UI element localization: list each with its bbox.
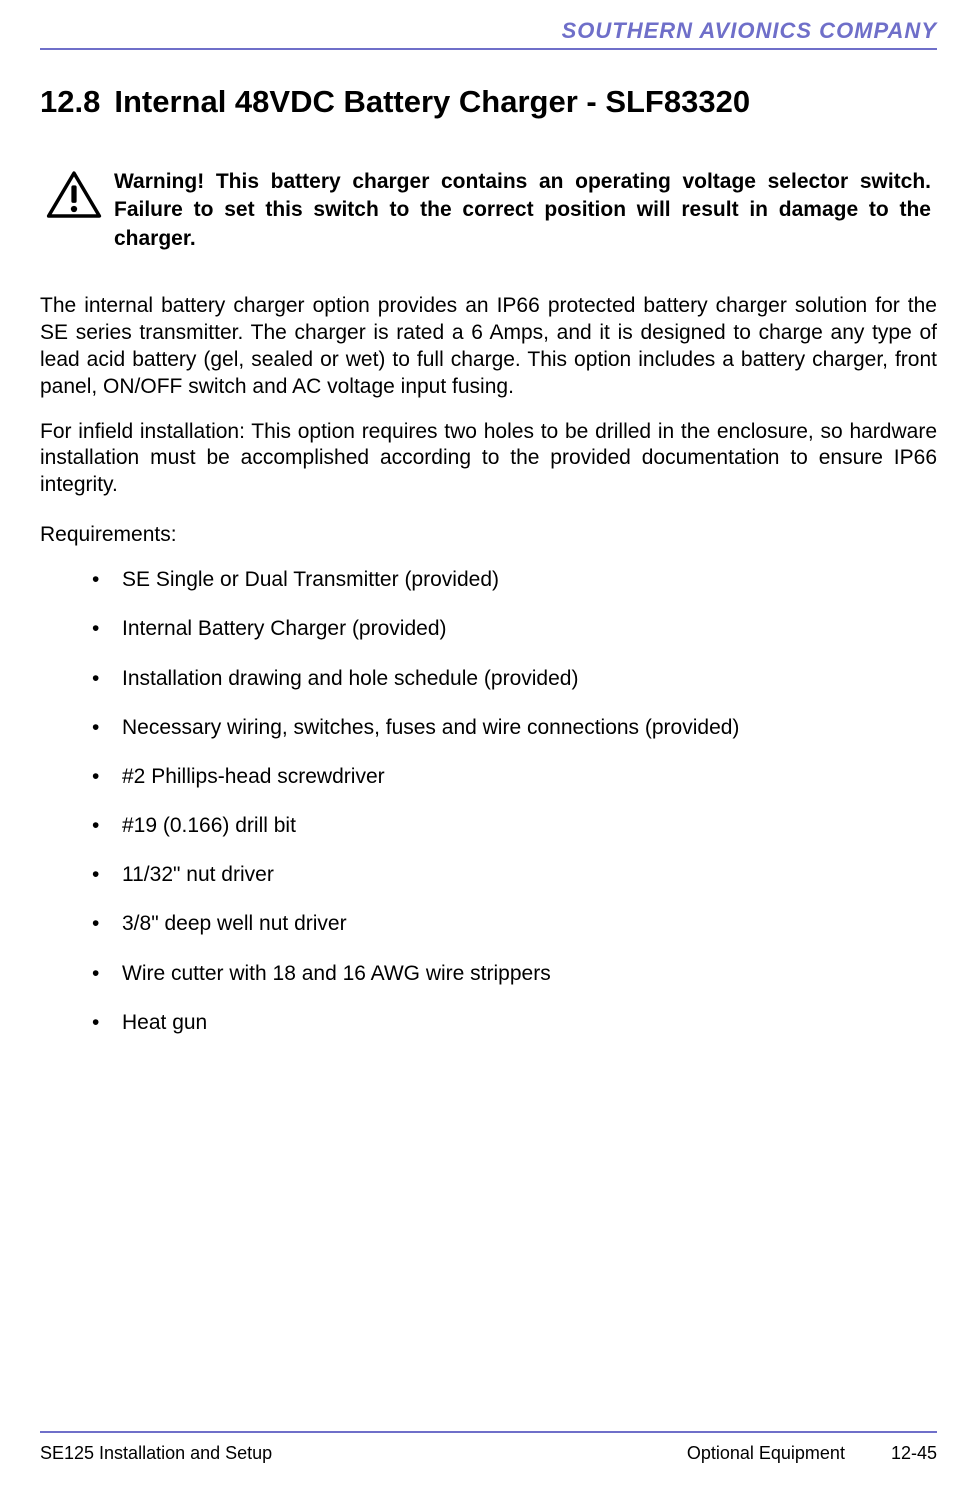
header-rule — [40, 48, 937, 50]
list-item: #19 (0.166) drill bit — [92, 813, 937, 838]
requirements-label: Requirements: — [40, 523, 937, 547]
list-item: #2 Phillips-head screwdriver — [92, 764, 937, 789]
warning-block: Warning! This battery charger contains a… — [40, 168, 937, 253]
list-item: Necessary wiring, switches, fuses and wi… — [92, 715, 937, 740]
list-item: Installation drawing and hole schedule (… — [92, 666, 937, 691]
body-paragraph: For infield installation: This option re… — [40, 419, 937, 500]
list-item: Heat gun — [92, 1010, 937, 1035]
requirements-list: SE Single or Dual Transmitter (provided)… — [40, 567, 937, 1059]
section-title-text: Internal 48VDC Battery Charger - SLF8332… — [114, 84, 750, 119]
company-name: SOUTHERN AVIONICS COMPANY — [562, 18, 937, 43]
page-header: SOUTHERN AVIONICS COMPANY — [40, 0, 937, 84]
list-item: SE Single or Dual Transmitter (provided) — [92, 567, 937, 592]
section-title: 12.8 Internal 48VDC Battery Charger - SLF… — [40, 84, 937, 120]
page-footer: SE125 Installation and Setup Optional Eq… — [40, 1431, 937, 1464]
footer-row: SE125 Installation and Setup Optional Eq… — [40, 1443, 937, 1464]
footer-right: Optional Equipment 12-45 — [687, 1443, 937, 1464]
footer-rule — [40, 1431, 937, 1433]
list-item: Internal Battery Charger (provided) — [92, 616, 937, 641]
warning-icon — [46, 170, 102, 225]
footer-page-number: 12-45 — [891, 1443, 937, 1464]
footer-left: SE125 Installation and Setup — [40, 1443, 272, 1464]
document-page: SOUTHERN AVIONICS COMPANY 12.8 Internal 4… — [0, 0, 977, 1492]
body-paragraph: The internal battery charger option prov… — [40, 293, 937, 401]
footer-section-label: Optional Equipment — [687, 1443, 845, 1464]
section-number: 12.8 — [40, 84, 100, 119]
list-item: Wire cutter with 18 and 16 AWG wire stri… — [92, 961, 937, 986]
list-item: 3/8" deep well nut driver — [92, 911, 937, 936]
warning-text: Warning! This battery charger contains a… — [114, 168, 931, 253]
list-item: 11/32" nut driver — [92, 862, 937, 887]
